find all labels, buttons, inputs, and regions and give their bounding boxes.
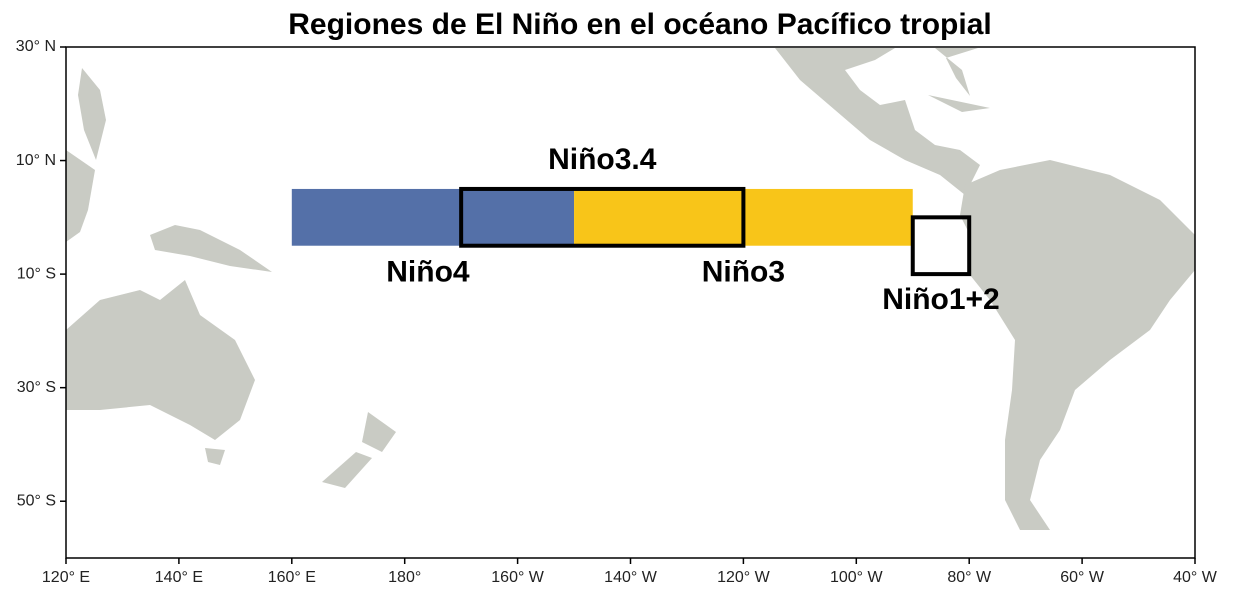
y-tick-label: 10° S xyxy=(17,265,56,282)
nino-region xyxy=(291,188,575,246)
tasmania xyxy=(205,448,225,465)
nino-region xyxy=(459,186,746,248)
region-label: Niño3 xyxy=(702,256,785,289)
x-tick-label: 180° xyxy=(388,569,421,586)
region-label: Niño4 xyxy=(386,256,470,289)
map-title: Regiones de El Niño en el océano Pacífic… xyxy=(288,8,992,41)
nino-region xyxy=(910,215,972,277)
x-tick-label: 160° W xyxy=(491,569,545,586)
x-tick-label: 140° W xyxy=(604,569,658,586)
y-tick-label: 30° N xyxy=(16,38,56,55)
cuba xyxy=(928,95,990,112)
y-tick-label: 50° S xyxy=(17,492,56,509)
x-tick-label: 100° W xyxy=(830,569,884,586)
x-tick-label: 140° E xyxy=(155,569,203,586)
x-tick-label: 120° W xyxy=(717,569,771,586)
x-tick-label: 160° E xyxy=(268,569,316,586)
central-america xyxy=(775,48,980,195)
x-tick-label: 40° W xyxy=(1173,569,1218,586)
region-label: Niño1+2 xyxy=(882,283,1000,316)
region-label: Niño3.4 xyxy=(548,143,657,176)
land xyxy=(66,48,1195,530)
indonesia xyxy=(66,150,95,242)
x-tick-label: 120° E xyxy=(42,569,90,586)
new-guinea xyxy=(150,225,272,272)
florida xyxy=(935,48,978,96)
x-tick-label: 80° W xyxy=(947,569,992,586)
y-tick-label: 10° N xyxy=(16,152,56,169)
new-zealand-south xyxy=(322,452,372,488)
philippines xyxy=(78,68,106,160)
new-zealand-north xyxy=(362,412,396,452)
south-america xyxy=(960,160,1195,530)
y-tick-label: 30° S xyxy=(17,379,56,396)
x-tick-label: 60° W xyxy=(1060,569,1105,586)
australia xyxy=(66,280,255,440)
